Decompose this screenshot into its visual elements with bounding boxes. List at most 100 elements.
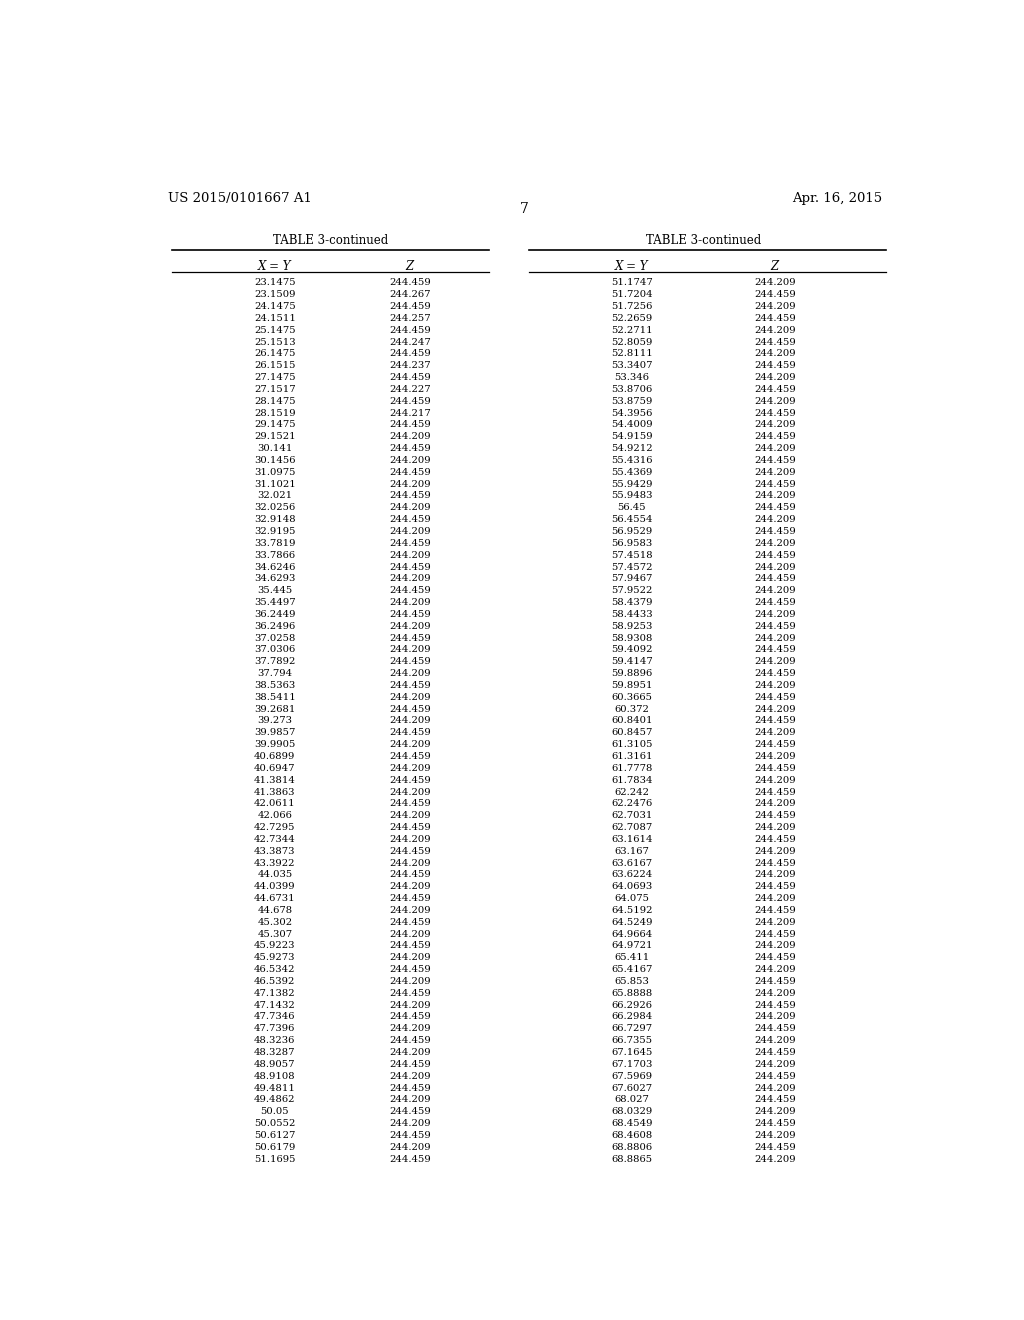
Text: 244.459: 244.459 <box>389 279 431 288</box>
Text: 34.6293: 34.6293 <box>254 574 296 583</box>
Text: Apr. 16, 2015: Apr. 16, 2015 <box>792 191 882 205</box>
Text: 244.209: 244.209 <box>389 977 430 986</box>
Text: 48.9108: 48.9108 <box>254 1072 296 1081</box>
Text: 244.267: 244.267 <box>389 290 430 300</box>
Text: 244.459: 244.459 <box>389 1012 431 1022</box>
Text: 64.075: 64.075 <box>614 894 649 903</box>
Text: 244.209: 244.209 <box>754 562 796 572</box>
Text: 244.459: 244.459 <box>389 941 431 950</box>
Text: 244.209: 244.209 <box>754 1155 796 1163</box>
Text: 244.209: 244.209 <box>754 870 796 879</box>
Text: 244.209: 244.209 <box>754 1084 796 1093</box>
Text: 39.9857: 39.9857 <box>254 729 296 738</box>
Text: 62.7031: 62.7031 <box>611 812 652 820</box>
Text: 244.227: 244.227 <box>389 385 430 393</box>
Text: 244.459: 244.459 <box>754 574 796 583</box>
Text: 30.141: 30.141 <box>257 444 293 453</box>
Text: 244.209: 244.209 <box>389 550 430 560</box>
Text: 244.209: 244.209 <box>754 989 796 998</box>
Text: 51.1747: 51.1747 <box>611 279 653 288</box>
Text: 45.9223: 45.9223 <box>254 941 296 950</box>
Text: 37.0258: 37.0258 <box>254 634 296 643</box>
Text: US 2015/0101667 A1: US 2015/0101667 A1 <box>168 191 311 205</box>
Text: 244.459: 244.459 <box>389 1084 431 1093</box>
Text: 54.4009: 54.4009 <box>611 421 652 429</box>
Text: 244.209: 244.209 <box>389 693 430 702</box>
Text: 244.209: 244.209 <box>754 467 796 477</box>
Text: 32.0256: 32.0256 <box>254 503 296 512</box>
Text: 244.459: 244.459 <box>754 622 796 631</box>
Text: 244.459: 244.459 <box>754 527 796 536</box>
Text: 244.459: 244.459 <box>754 741 796 750</box>
Text: 244.209: 244.209 <box>754 539 796 548</box>
Text: 244.459: 244.459 <box>754 409 796 417</box>
Text: Z: Z <box>771 260 779 273</box>
Text: 244.209: 244.209 <box>389 1001 430 1010</box>
Text: 244.209: 244.209 <box>754 610 796 619</box>
Text: 46.5342: 46.5342 <box>254 965 296 974</box>
Text: 57.4518: 57.4518 <box>611 550 652 560</box>
Text: 244.459: 244.459 <box>754 906 796 915</box>
Text: 42.066: 42.066 <box>257 812 292 820</box>
Text: 244.209: 244.209 <box>389 717 430 726</box>
Text: 244.459: 244.459 <box>754 432 796 441</box>
Text: 34.6246: 34.6246 <box>254 562 296 572</box>
Text: 244.209: 244.209 <box>389 574 430 583</box>
Text: 244.459: 244.459 <box>389 824 431 832</box>
Text: 244.459: 244.459 <box>389 965 431 974</box>
Text: 28.1519: 28.1519 <box>254 409 296 417</box>
Text: 244.459: 244.459 <box>754 550 796 560</box>
Text: 244.209: 244.209 <box>389 622 430 631</box>
Text: 244.209: 244.209 <box>754 1131 796 1140</box>
Text: 244.209: 244.209 <box>389 503 430 512</box>
Text: 244.459: 244.459 <box>389 515 431 524</box>
Text: 47.1382: 47.1382 <box>254 989 296 998</box>
Text: 24.1475: 24.1475 <box>254 302 296 312</box>
Text: 61.7834: 61.7834 <box>611 776 652 784</box>
Text: 244.209: 244.209 <box>389 455 430 465</box>
Text: 244.209: 244.209 <box>754 491 796 500</box>
Text: 44.678: 44.678 <box>257 906 293 915</box>
Text: 244.459: 244.459 <box>389 1036 431 1045</box>
Text: 32.9148: 32.9148 <box>254 515 296 524</box>
Text: 66.7297: 66.7297 <box>611 1024 652 1034</box>
Text: 68.4549: 68.4549 <box>611 1119 652 1129</box>
Text: 244.209: 244.209 <box>389 432 430 441</box>
Text: 68.8806: 68.8806 <box>611 1143 652 1152</box>
Text: 67.6027: 67.6027 <box>611 1084 652 1093</box>
Text: 244.209: 244.209 <box>754 965 796 974</box>
Text: 244.459: 244.459 <box>389 870 431 879</box>
Text: 244.459: 244.459 <box>389 397 431 405</box>
Text: 58.4379: 58.4379 <box>611 598 652 607</box>
Text: 33.7866: 33.7866 <box>254 550 295 560</box>
Text: 37.0306: 37.0306 <box>254 645 296 655</box>
Text: 59.8896: 59.8896 <box>611 669 652 678</box>
Text: 50.05: 50.05 <box>260 1107 289 1117</box>
Text: 45.9273: 45.9273 <box>254 953 296 962</box>
Text: 55.4369: 55.4369 <box>611 467 652 477</box>
Text: 244.209: 244.209 <box>754 894 796 903</box>
Text: 244.459: 244.459 <box>754 764 796 772</box>
Text: 37.794: 37.794 <box>257 669 293 678</box>
Text: 43.3922: 43.3922 <box>254 858 296 867</box>
Text: 244.209: 244.209 <box>389 1072 430 1081</box>
Text: 244.459: 244.459 <box>389 634 431 643</box>
Text: 25.1475: 25.1475 <box>254 326 296 335</box>
Text: 53.8759: 53.8759 <box>611 397 652 405</box>
Text: 244.459: 244.459 <box>754 362 796 370</box>
Text: 244.209: 244.209 <box>389 479 430 488</box>
Text: 58.4433: 58.4433 <box>611 610 652 619</box>
Text: 29.1475: 29.1475 <box>254 421 296 429</box>
Text: 244.209: 244.209 <box>389 669 430 678</box>
Text: 244.459: 244.459 <box>389 846 431 855</box>
Text: 244.209: 244.209 <box>754 279 796 288</box>
Text: 38.5411: 38.5411 <box>254 693 296 702</box>
Text: 7: 7 <box>520 202 529 216</box>
Text: 244.459: 244.459 <box>389 1155 431 1163</box>
Text: 49.4811: 49.4811 <box>254 1084 296 1093</box>
Text: 65.853: 65.853 <box>614 977 649 986</box>
Text: 244.209: 244.209 <box>389 1119 430 1129</box>
Text: 244.459: 244.459 <box>389 421 431 429</box>
Text: 46.5392: 46.5392 <box>254 977 296 986</box>
Text: 50.6127: 50.6127 <box>254 1131 296 1140</box>
